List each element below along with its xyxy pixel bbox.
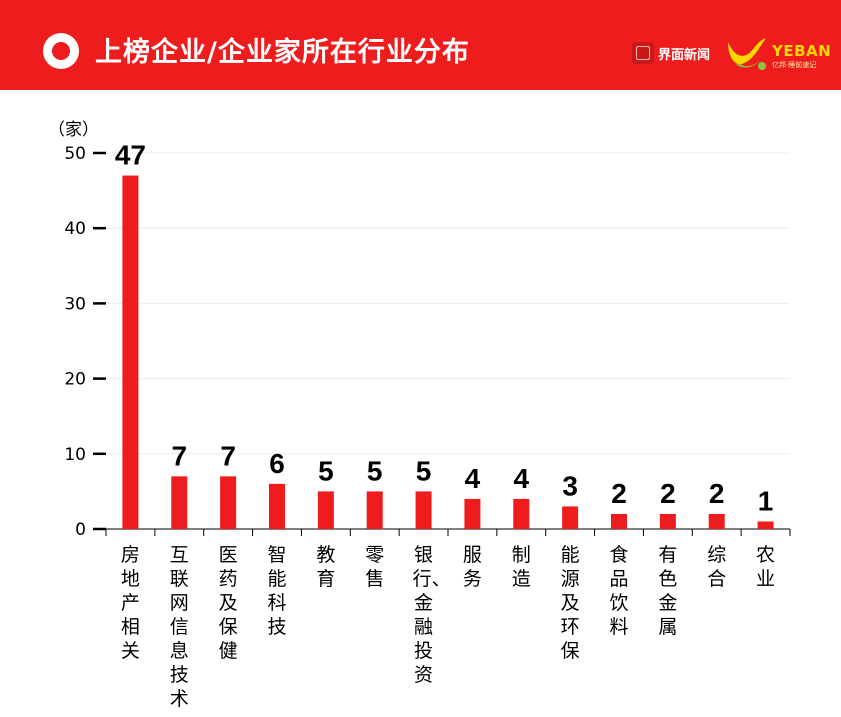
bar: [659, 513, 676, 529]
data-label: 6: [269, 448, 285, 479]
x-tick-label: 能源及环保: [560, 544, 580, 662]
data-label: 7: [220, 440, 236, 471]
x-tick-label: 有色金属: [658, 544, 678, 638]
x-tick-label: 教育: [316, 544, 336, 590]
jiemian-logo-icon: [632, 42, 654, 64]
gridlines: [106, 152, 790, 455]
data-label: 3: [562, 470, 578, 501]
y-tick-label: 40: [64, 219, 86, 239]
x-tick-label: 零售: [365, 544, 385, 590]
yeban-logo-sub: 亿邦·睡前速记: [772, 61, 817, 69]
y-tick-label: 10: [64, 445, 86, 465]
x-tick-label: 农业: [756, 544, 776, 590]
bar: [269, 483, 285, 529]
y-tick-label: 50: [64, 144, 86, 164]
y-axis-unit-label: （家）: [48, 120, 99, 140]
x-tick-label: 医药及保健: [218, 544, 238, 662]
data-label: 5: [416, 455, 432, 486]
bar: [366, 491, 383, 529]
bar: [415, 491, 432, 529]
bar: [464, 498, 481, 529]
record-icon: [43, 33, 79, 69]
jiemian-logo-text: 界面新闻: [658, 48, 711, 63]
bar-chart: 0 10 20 30 40 50 （家） 47 7 7 6 5 5 5 4 4 3 2 2 2 1: [48, 120, 791, 540]
x-tick-label: 银行、金融投资: [412, 544, 451, 686]
bar: [708, 513, 725, 529]
data-label: 2: [709, 478, 725, 509]
bar: [562, 506, 579, 529]
title-banner: 上榜企业/企业家所在行业分布 界面新闻 YEBAN 亿邦·睡前速记: [0, 0, 841, 90]
x-tick-label: 房地产相关: [120, 544, 140, 662]
x-tick-label: 综合: [707, 544, 727, 590]
data-label: 4: [465, 463, 481, 494]
bar: [611, 513, 627, 529]
data-label: 2: [611, 478, 627, 509]
data-label: 2: [660, 478, 676, 509]
yeban-logo-name: YEBAN: [772, 42, 832, 60]
data-label: 4: [513, 463, 529, 494]
page-title: 上榜企业/企业家所在行业分布: [95, 37, 470, 68]
bar: [317, 491, 334, 529]
y-tick-label: 0: [75, 520, 86, 540]
bars: [122, 175, 774, 529]
yeban-logo: YEBAN 亿邦·睡前速记: [724, 34, 831, 74]
data-label: 1: [758, 485, 774, 516]
data-label: 5: [318, 455, 334, 486]
x-tick-label: 制造: [511, 544, 531, 590]
x-tick-label: 智能科技: [267, 544, 287, 638]
y-axis: 0 10 20 30 40 50: [64, 144, 791, 540]
data-label: 7: [171, 440, 187, 471]
data-label: 47: [115, 140, 146, 171]
bar: [757, 521, 774, 529]
x-tick-label: 食品饮料: [609, 544, 629, 638]
y-tick-label: 30: [64, 294, 86, 314]
data-labels: 47 7 7 6 5 5 5 4 4 3 2 2 2 1: [115, 140, 774, 517]
bar: [171, 476, 188, 529]
bar: [122, 175, 139, 529]
yeban-logo-icon: [728, 38, 766, 70]
y-tick-label: 20: [64, 370, 86, 390]
x-tick-label: 互联网信息技术: [169, 544, 189, 710]
x-tick-label: 服务: [462, 544, 482, 590]
bar: [513, 498, 530, 529]
bar: [220, 476, 237, 529]
data-label: 5: [367, 455, 383, 486]
